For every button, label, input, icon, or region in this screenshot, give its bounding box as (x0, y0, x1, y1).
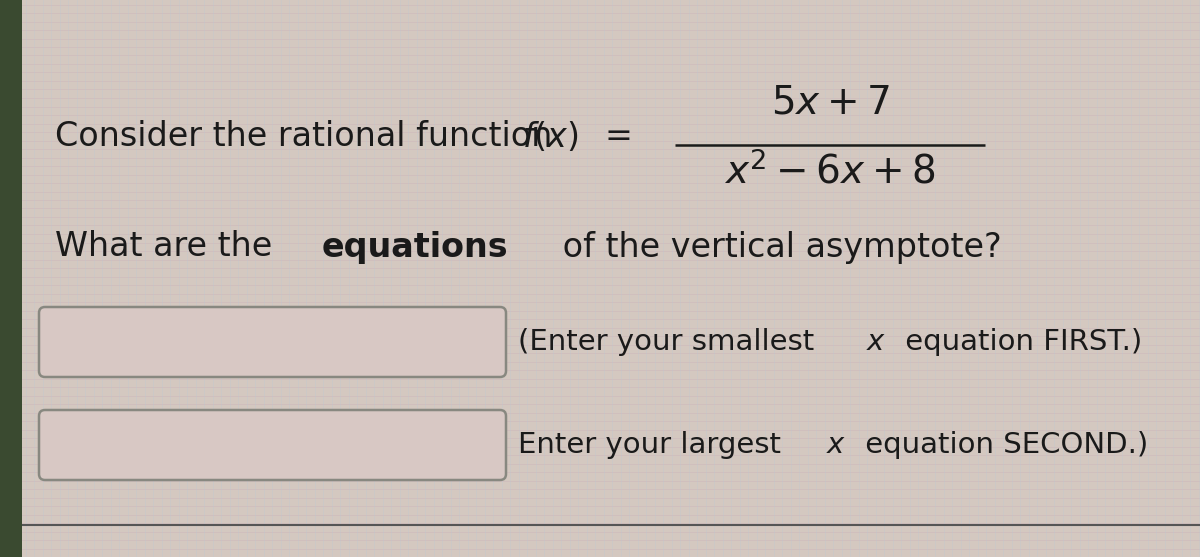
Text: $x$: $x$ (866, 328, 887, 356)
Text: Consider the rational function: Consider the rational function (55, 120, 563, 154)
Text: $x$: $x$ (826, 431, 846, 459)
Text: What are the: What are the (55, 231, 283, 263)
FancyBboxPatch shape (38, 410, 506, 480)
Text: of the vertical asymptote?: of the vertical asymptote? (552, 231, 1002, 263)
Text: Enter your largest: Enter your largest (518, 431, 791, 459)
Text: $x^2-6x+8$: $x^2-6x+8$ (725, 152, 936, 192)
Text: $f(x)$: $f(x)$ (522, 120, 578, 154)
Text: equation SECOND.): equation SECOND.) (856, 431, 1148, 459)
Text: equations: equations (322, 231, 509, 263)
FancyBboxPatch shape (38, 307, 506, 377)
Text: equation FIRST.): equation FIRST.) (896, 328, 1142, 356)
Text: (Enter your smallest: (Enter your smallest (518, 328, 823, 356)
Text: =: = (605, 120, 632, 154)
FancyBboxPatch shape (0, 0, 22, 557)
Text: $5x+7$: $5x+7$ (770, 83, 889, 121)
